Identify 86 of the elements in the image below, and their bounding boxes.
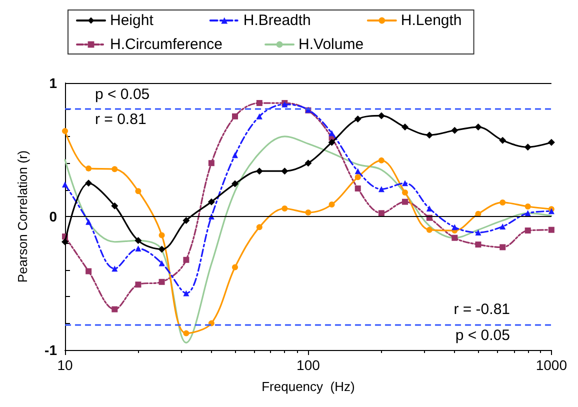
point — [158, 278, 165, 285]
point — [85, 180, 92, 187]
point — [524, 203, 531, 210]
point — [475, 230, 482, 236]
legend-label: H.Breadth — [243, 12, 311, 29]
point — [378, 186, 384, 192]
point — [232, 180, 238, 188]
y-tick-label: -1 — [44, 342, 58, 358]
point — [256, 100, 262, 106]
point — [281, 168, 288, 175]
point — [305, 209, 312, 216]
point — [524, 144, 532, 151]
point — [328, 130, 335, 136]
annotation: r = 0.81 — [95, 111, 146, 128]
point — [328, 201, 335, 208]
point — [499, 136, 506, 144]
point — [256, 168, 263, 175]
point — [524, 228, 531, 234]
point — [158, 232, 165, 238]
annotation: p < 0.05 — [95, 86, 150, 103]
point — [304, 160, 312, 167]
point — [183, 256, 190, 263]
point — [183, 330, 190, 336]
point — [135, 246, 142, 252]
point — [62, 128, 68, 134]
legend-label: H.Circumference — [110, 36, 223, 53]
point — [426, 132, 433, 139]
point — [354, 168, 361, 174]
point — [86, 165, 92, 172]
point — [548, 138, 555, 146]
point — [112, 166, 118, 172]
annotation: r = -0.81 — [454, 301, 510, 318]
point — [451, 126, 458, 134]
point — [378, 210, 384, 216]
point — [182, 217, 190, 224]
point — [208, 160, 214, 166]
point — [402, 124, 408, 131]
point — [426, 226, 432, 233]
point — [500, 224, 506, 230]
legend-label: H.Length — [400, 12, 462, 29]
point — [354, 116, 362, 123]
point — [158, 260, 165, 266]
point — [135, 282, 142, 288]
legend-label: Height — [110, 12, 154, 29]
point — [402, 189, 408, 196]
point — [474, 124, 482, 131]
point — [524, 210, 531, 216]
point — [354, 185, 361, 192]
point — [86, 268, 92, 274]
x-axis-title: Frequency (Hz) — [262, 379, 355, 394]
point — [354, 174, 361, 180]
point — [452, 234, 458, 241]
point — [111, 202, 118, 210]
y-axis-title: Pearson Correlation (r) — [15, 150, 30, 283]
point — [232, 113, 238, 120]
point — [183, 290, 190, 296]
point — [378, 157, 384, 164]
point — [112, 306, 118, 312]
point — [402, 198, 408, 205]
point — [232, 264, 238, 270]
point — [500, 199, 506, 206]
annotation: p < 0.05 — [455, 327, 510, 344]
point — [328, 138, 336, 146]
point — [135, 188, 142, 194]
x-tick-label: 10 — [57, 357, 73, 373]
point — [232, 152, 238, 158]
point — [256, 113, 262, 120]
point — [256, 224, 262, 230]
point — [452, 224, 458, 230]
point — [112, 266, 118, 272]
point — [475, 242, 482, 248]
point — [402, 180, 408, 186]
point — [282, 205, 288, 212]
point — [378, 112, 385, 120]
point — [134, 237, 142, 244]
x-tick-label: 1000 — [536, 357, 568, 373]
point — [500, 244, 506, 250]
point — [158, 246, 166, 253]
point — [208, 198, 215, 206]
point — [548, 226, 554, 233]
point — [86, 218, 92, 225]
x-tick-label: 100 — [296, 357, 320, 373]
point — [62, 181, 68, 188]
y-tick-label: 1 — [49, 75, 58, 91]
y-tick-label: 0 — [49, 208, 58, 224]
legend-label: H.Volume — [298, 36, 364, 53]
